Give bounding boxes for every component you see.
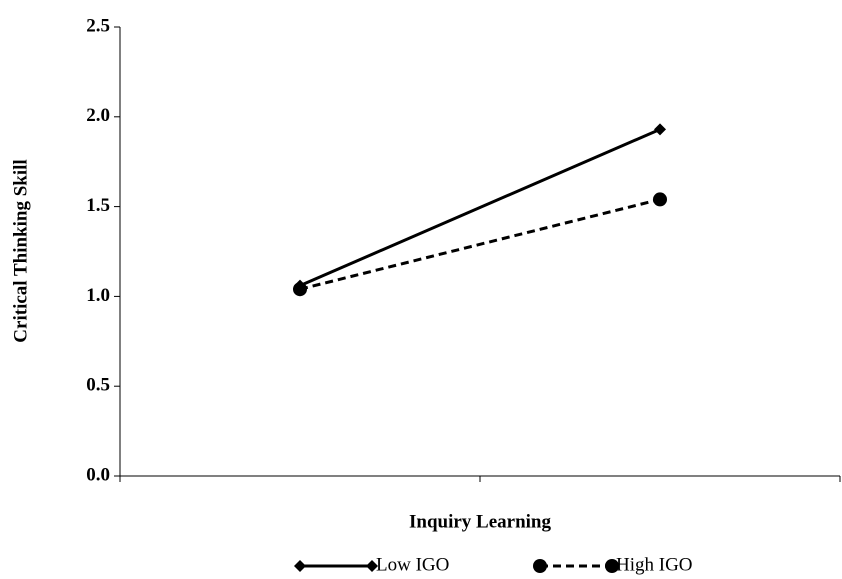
point bbox=[653, 192, 667, 207]
series-line bbox=[299, 127, 661, 287]
y-tick-label: 2.5 bbox=[86, 15, 110, 36]
legend-label: Low IGO bbox=[376, 554, 449, 575]
series-line bbox=[299, 197, 661, 291]
point bbox=[654, 123, 666, 136]
y-tick-label: 0.5 bbox=[86, 375, 110, 396]
y-tick-label: 2.0 bbox=[86, 105, 110, 126]
point bbox=[293, 282, 307, 297]
legend-marker bbox=[294, 560, 306, 572]
legend-marker bbox=[533, 559, 547, 573]
legend-marker bbox=[366, 560, 378, 572]
y-axis-title: Critical Thinking Skill bbox=[10, 159, 31, 342]
y-tick-label: 0.0 bbox=[86, 464, 110, 485]
legend-label: High IGO bbox=[616, 554, 693, 575]
y-tick-label: 1.5 bbox=[86, 195, 110, 216]
y-tick-label: 1.0 bbox=[86, 285, 110, 306]
x-axis-title: Inquiry Learning bbox=[409, 511, 552, 532]
legend-marker bbox=[605, 559, 619, 573]
